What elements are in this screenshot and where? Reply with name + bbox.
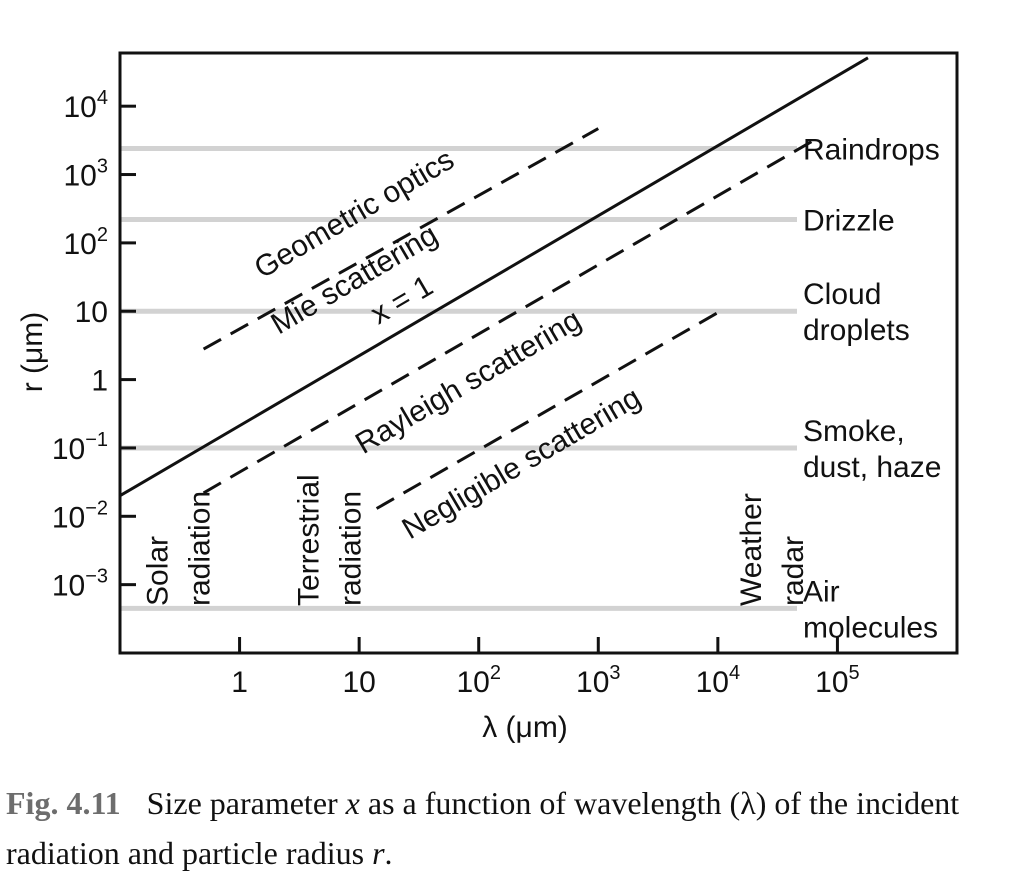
y-tick-label: 102 — [64, 224, 109, 261]
y-tick-label: 10−2 — [52, 497, 108, 534]
band-label: dust, haze — [803, 451, 941, 484]
size-parameter-chart: 1 10 102 103 104 10510−310−210−1110102103104 … — [16, 51, 959, 744]
caption-text-1: Size parameter — [146, 785, 346, 821]
plot-frame — [118, 51, 959, 655]
band-label: Air — [803, 575, 840, 608]
band-label: Drizzle — [803, 204, 895, 237]
caption-text-3: . — [384, 835, 393, 871]
y-tick-label: 10−1 — [52, 429, 108, 466]
x-tick-label: 104 — [696, 662, 741, 699]
size-parameter-x1-line — [119, 56, 869, 498]
band-label: Raindrops — [803, 134, 940, 167]
radiation-source-label: radar — [777, 536, 810, 606]
caption-var-x: x — [345, 785, 360, 821]
regime-boundary-dashed-line — [202, 127, 600, 351]
x-tick-label: 1 — [231, 666, 248, 699]
caption-text-2: as a function of wavelength (λ) of the i… — [6, 785, 960, 871]
regime-boundary-dashed-line — [202, 136, 820, 495]
band-label: molecules — [803, 611, 938, 644]
regime-boundary-dashed-line — [375, 308, 724, 510]
radiation-source-label: radiation — [335, 491, 368, 606]
radiation-source-label: radiation — [183, 491, 216, 606]
radiation-source-label: Weather — [735, 493, 768, 606]
size-parameter-lines — [119, 56, 869, 510]
caption-var-r: r — [372, 835, 385, 871]
y-tick-label: 1 — [91, 365, 108, 398]
y-tick-label: 10−3 — [52, 566, 108, 603]
figure-number: Fig. 4.11 — [6, 785, 121, 821]
x-tick-label: 103 — [576, 662, 621, 699]
particle-size-bands — [120, 146, 797, 611]
y-tick-label: 103 — [64, 156, 109, 193]
y-tick-label: 104 — [64, 87, 109, 124]
x-tick-label: 105 — [815, 662, 860, 699]
radiation-source-label: Terrestrial — [293, 474, 326, 606]
y-axis-label: r (μm) — [16, 312, 49, 393]
x-tick-label: 102 — [456, 662, 501, 699]
figure-caption: Fig. 4.11 Size parameter x as a function … — [6, 778, 1006, 878]
x-tick-label: 10 — [342, 666, 375, 699]
radiation-source-label: Solar — [141, 536, 174, 606]
band-label: Cloud — [803, 278, 881, 311]
y-tick-label: 10 — [75, 296, 108, 329]
axis-ticks: 1 10 102 103 104 105 10−3 10−2 10−1 1 10 102 103 104 — [52, 87, 860, 699]
x-axis-label: λ (μm) — [482, 711, 568, 744]
band-label: droplets — [803, 314, 910, 347]
band-label: Smoke, — [803, 415, 905, 448]
